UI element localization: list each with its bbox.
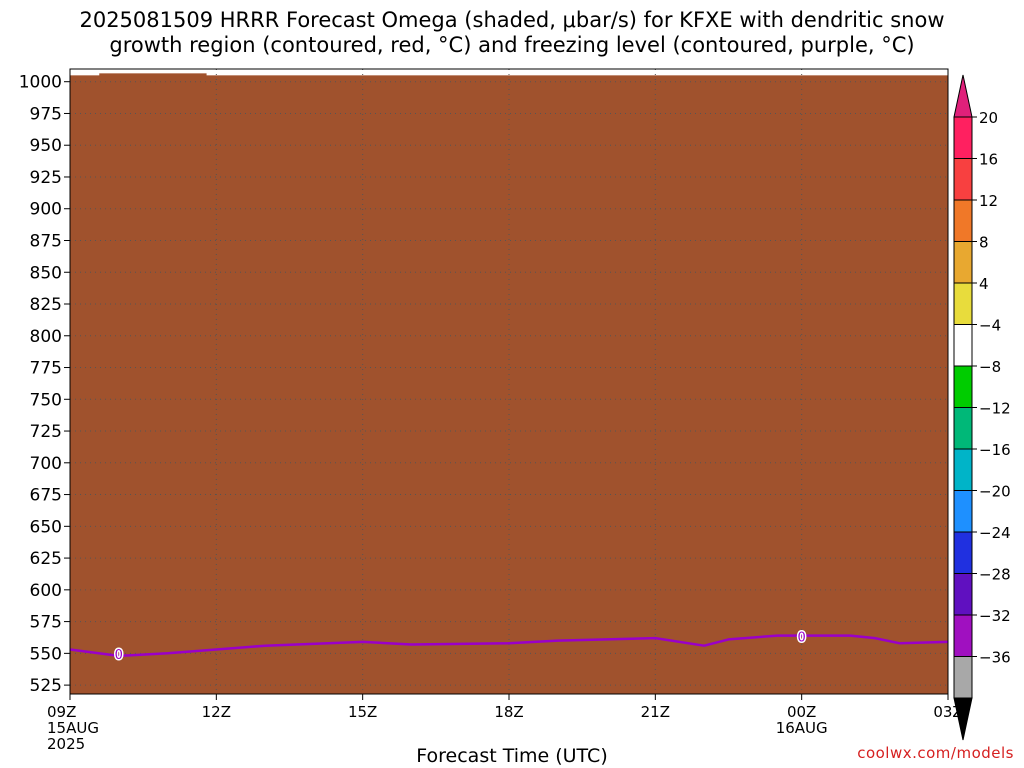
- colorbar-top-triangle: [953, 74, 973, 118]
- colorbar-label: −28: [979, 566, 1011, 584]
- x-tick-label: 18Z: [494, 703, 523, 721]
- y-tick-label: 650: [30, 517, 62, 537]
- colorbar-swatch-12: [953, 614, 973, 657]
- colorbar-swatch-7: [953, 407, 973, 450]
- x-tick-label: 15AUG: [47, 719, 99, 737]
- colorbar-swatch-9: [953, 490, 973, 533]
- colorbar-label: −32: [979, 607, 1011, 625]
- colorbar-bottom-triangle: [953, 697, 973, 741]
- colorbar-swatch-8: [953, 448, 973, 491]
- x-tick-label: 03Z: [933, 703, 962, 721]
- colorbar-swatch-2: [953, 199, 973, 242]
- colorbar-label: 20: [979, 109, 998, 127]
- x-tick-label: 12Z: [202, 703, 231, 721]
- x-tick-label: 2025: [47, 735, 85, 753]
- colorbar-swatch-5: [953, 324, 973, 367]
- x-axis-label: Forecast Time (UTC): [416, 745, 608, 767]
- colorbar-swatch-6: [953, 365, 973, 408]
- y-tick-label: 900: [30, 200, 62, 220]
- y-tick-label: 550: [30, 644, 62, 664]
- y-tick-label: 775: [30, 359, 62, 379]
- x-tick-label: 21Z: [641, 703, 670, 721]
- y-tick-label: 850: [30, 263, 62, 283]
- colorbar-label: −8: [979, 358, 1001, 376]
- colorbar-swatch-10: [953, 531, 973, 574]
- colorbar-swatch-13: [953, 656, 973, 699]
- colorbar-label: −16: [979, 441, 1011, 459]
- x-tick-label: 09Z: [47, 703, 76, 721]
- y-tick-label: 825: [30, 295, 62, 315]
- y-tick-label: 600: [30, 581, 62, 601]
- freezing-level-label: 0: [115, 648, 123, 663]
- x-tick-label: 00Z: [787, 703, 816, 721]
- colorbar-swatch-1: [953, 158, 973, 201]
- y-tick-label: 675: [30, 486, 62, 506]
- freezing-level-line: [69, 634, 949, 658]
- y-tick-label: 575: [30, 613, 62, 633]
- colorbar-label: 16: [979, 151, 998, 169]
- y-tick-label: 725: [30, 422, 62, 442]
- y-tick-label: 525: [30, 676, 62, 696]
- colorbar-label: 8: [979, 234, 989, 252]
- freezing-level-label: 0: [798, 630, 806, 645]
- ground-bump: [99, 73, 207, 77]
- colorbar-label: −24: [979, 524, 1011, 542]
- colorbar-label: 12: [979, 192, 998, 210]
- colorbar-swatch-3: [953, 241, 973, 284]
- colorbar-label: −4: [979, 317, 1001, 335]
- colorbar-label: −12: [979, 400, 1011, 418]
- colorbar-swatch-4: [953, 282, 973, 325]
- y-tick-label: 700: [30, 454, 62, 474]
- y-tick-label: 750: [30, 390, 62, 410]
- colorbar-swatch-11: [953, 573, 973, 616]
- colorbar-label: −20: [979, 483, 1011, 501]
- colorbar-label: −36: [979, 649, 1011, 667]
- y-tick-label: 800: [30, 327, 62, 347]
- chart-title-line1: 2025081509 HRRR Forecast Omega (shaded, …: [79, 8, 945, 32]
- y-tick-label: 875: [30, 231, 62, 251]
- colorbar-label: 4: [979, 275, 989, 293]
- colorbar-swatch-0: [953, 116, 973, 159]
- x-tick-label: 16AUG: [776, 719, 828, 737]
- y-tick-label: 975: [30, 104, 62, 124]
- y-tick-label: 925: [30, 168, 62, 188]
- y-tick-label: 1000: [19, 73, 62, 93]
- chart-title-line2: growth region (contoured, red, °C) and f…: [109, 33, 915, 57]
- credit-link[interactable]: coolwx.com/models: [857, 744, 1014, 762]
- y-tick-label: 950: [30, 136, 62, 156]
- y-tick-label: 625: [30, 549, 62, 569]
- x-tick-label: 15Z: [348, 703, 377, 721]
